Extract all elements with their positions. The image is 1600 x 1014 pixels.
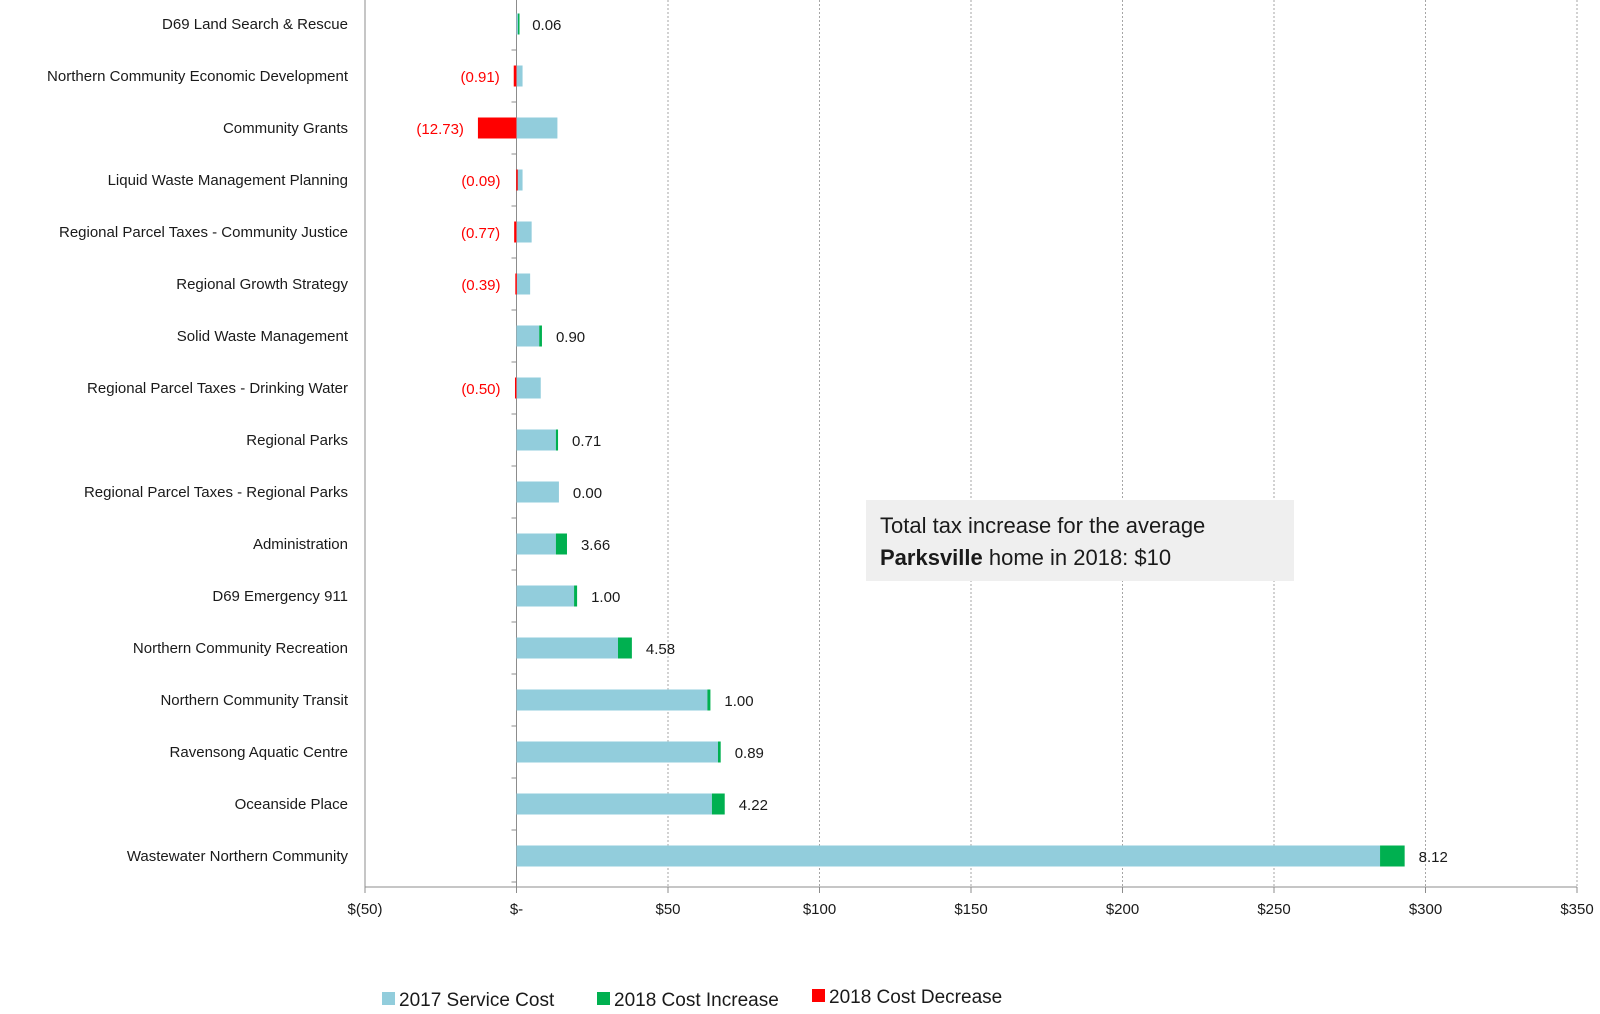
bar-2017-8 <box>516 429 556 451</box>
data-label-1: (0.91) <box>461 69 500 86</box>
category-label-12: Northern Community Recreation <box>133 640 348 657</box>
data-label-6: 0.90 <box>556 329 585 346</box>
data-label-16: 8.12 <box>1419 849 1448 866</box>
bar-2017-4 <box>516 221 532 243</box>
category-label-15: Oceanside Place <box>235 796 348 813</box>
bar-increase-14 <box>717 741 721 763</box>
category-label-16: Wastewater Northern Community <box>127 848 349 865</box>
legend-item-0: 2017 Service Cost <box>382 990 554 1012</box>
bar-increase-16 <box>1380 845 1405 867</box>
x-tick-label-6: $250 <box>1257 901 1290 918</box>
bar-decrease-3 <box>516 169 518 191</box>
annotation-line2-rest: home in 2018: $10 <box>982 545 1172 570</box>
data-label-2: (12.73) <box>416 121 464 138</box>
bar-increase-13 <box>707 689 711 711</box>
category-label-0: D69 Land Search & Rescue <box>162 16 348 33</box>
data-label-3: (0.09) <box>461 173 500 190</box>
annotation-line2: Parksville home in 2018: $10 <box>880 542 1280 574</box>
legend-label-2: 2018 Cost Decrease <box>829 987 1003 1008</box>
category-label-9: Regional Parcel Taxes - Regional Parks <box>84 484 348 501</box>
x-tick-label-0: $(50) <box>347 901 382 918</box>
category-label-7: Regional Parcel Taxes - Drinking Water <box>87 380 348 397</box>
bar-increase-8 <box>555 429 559 451</box>
category-label-8: Regional Parks <box>246 432 348 449</box>
category-label-10: Administration <box>253 536 348 553</box>
bar-increase-6 <box>539 325 542 347</box>
x-tick-label-2: $50 <box>655 901 680 918</box>
data-label-10: 3.66 <box>581 537 610 554</box>
bar-increase-0 <box>518 13 520 35</box>
bar-2017-5 <box>516 273 531 295</box>
data-label-9: 0.00 <box>573 485 602 502</box>
category-label-1: Northern Community Economic Development <box>47 68 349 85</box>
x-tick-label-4: $150 <box>954 901 987 918</box>
bar-decrease-4 <box>514 221 517 243</box>
x-tick-label-1: $- <box>510 901 523 918</box>
bar-2017-6 <box>516 325 540 347</box>
category-label-14: Ravensong Aquatic Centre <box>170 744 348 761</box>
category-label-11: D69 Emergency 911 <box>212 588 348 605</box>
bar-2017-12 <box>516 637 619 659</box>
category-label-2: Community Grants <box>223 120 348 137</box>
data-label-15: 4.22 <box>739 797 768 814</box>
legend-swatch-1 <box>597 992 610 1005</box>
bar-2017-14 <box>516 741 718 763</box>
bar-2017-7 <box>516 377 541 399</box>
category-label-4: Regional Parcel Taxes - Community Justic… <box>59 224 348 241</box>
bar-increase-11 <box>574 585 578 607</box>
bar-decrease-7 <box>514 377 517 399</box>
category-label-3: Liquid Waste Management Planning <box>108 172 348 189</box>
x-tick-label-7: $300 <box>1409 901 1442 918</box>
bar-decrease-5 <box>515 273 517 295</box>
bar-2017-16 <box>516 845 1381 867</box>
bar-2017-3 <box>516 169 523 191</box>
bar-decrease-2 <box>477 117 517 139</box>
bar-2017-13 <box>516 689 708 711</box>
x-tick-label-8: $350 <box>1560 901 1593 918</box>
bar-decrease-1 <box>513 65 517 87</box>
bar-increase-15 <box>711 793 725 815</box>
annotation-bold: Parksville <box>880 545 983 570</box>
data-label-13: 1.00 <box>724 693 753 710</box>
legend-item-2: 2018 Cost Decrease <box>812 987 1002 1009</box>
data-label-0: 0.06 <box>532 17 561 34</box>
bar-2017-1 <box>516 65 523 87</box>
annotation-line1: Total tax increase for the average <box>880 513 1206 538</box>
data-label-11: 1.00 <box>591 589 620 606</box>
bar-2017-2 <box>516 117 558 139</box>
data-label-4: (0.77) <box>461 225 500 242</box>
data-label-7: (0.50) <box>461 381 500 398</box>
bar-2017-11 <box>516 585 575 607</box>
data-label-8: 0.71 <box>572 433 601 450</box>
x-tick-label-3: $100 <box>803 901 836 918</box>
legend-swatch-0 <box>382 992 395 1005</box>
bar-2017-0 <box>516 13 519 35</box>
x-tick-label-5: $200 <box>1106 901 1139 918</box>
data-label-12: 4.58 <box>646 641 675 658</box>
bar-2017-10 <box>516 533 556 555</box>
legend-item-1: 2018 Cost Increase <box>597 990 779 1012</box>
bar-increase-12 <box>618 637 632 659</box>
category-label-13: Northern Community Transit <box>160 692 348 709</box>
legend-label-1: 2018 Cost Increase <box>614 990 779 1011</box>
bar-increase-10 <box>555 533 567 555</box>
data-label-14: 0.89 <box>735 745 764 762</box>
data-label-5: (0.39) <box>461 277 500 294</box>
category-label-6: Solid Waste Management <box>177 328 349 345</box>
bar-2017-15 <box>516 793 712 815</box>
legend-swatch-2 <box>812 989 825 1002</box>
legend-label-0: 2017 Service Cost <box>399 990 555 1011</box>
bar-2017-9 <box>516 481 559 503</box>
total-tax-annotation: Total tax increase for the average Parks… <box>866 500 1294 581</box>
category-label-5: Regional Growth Strategy <box>176 276 348 293</box>
